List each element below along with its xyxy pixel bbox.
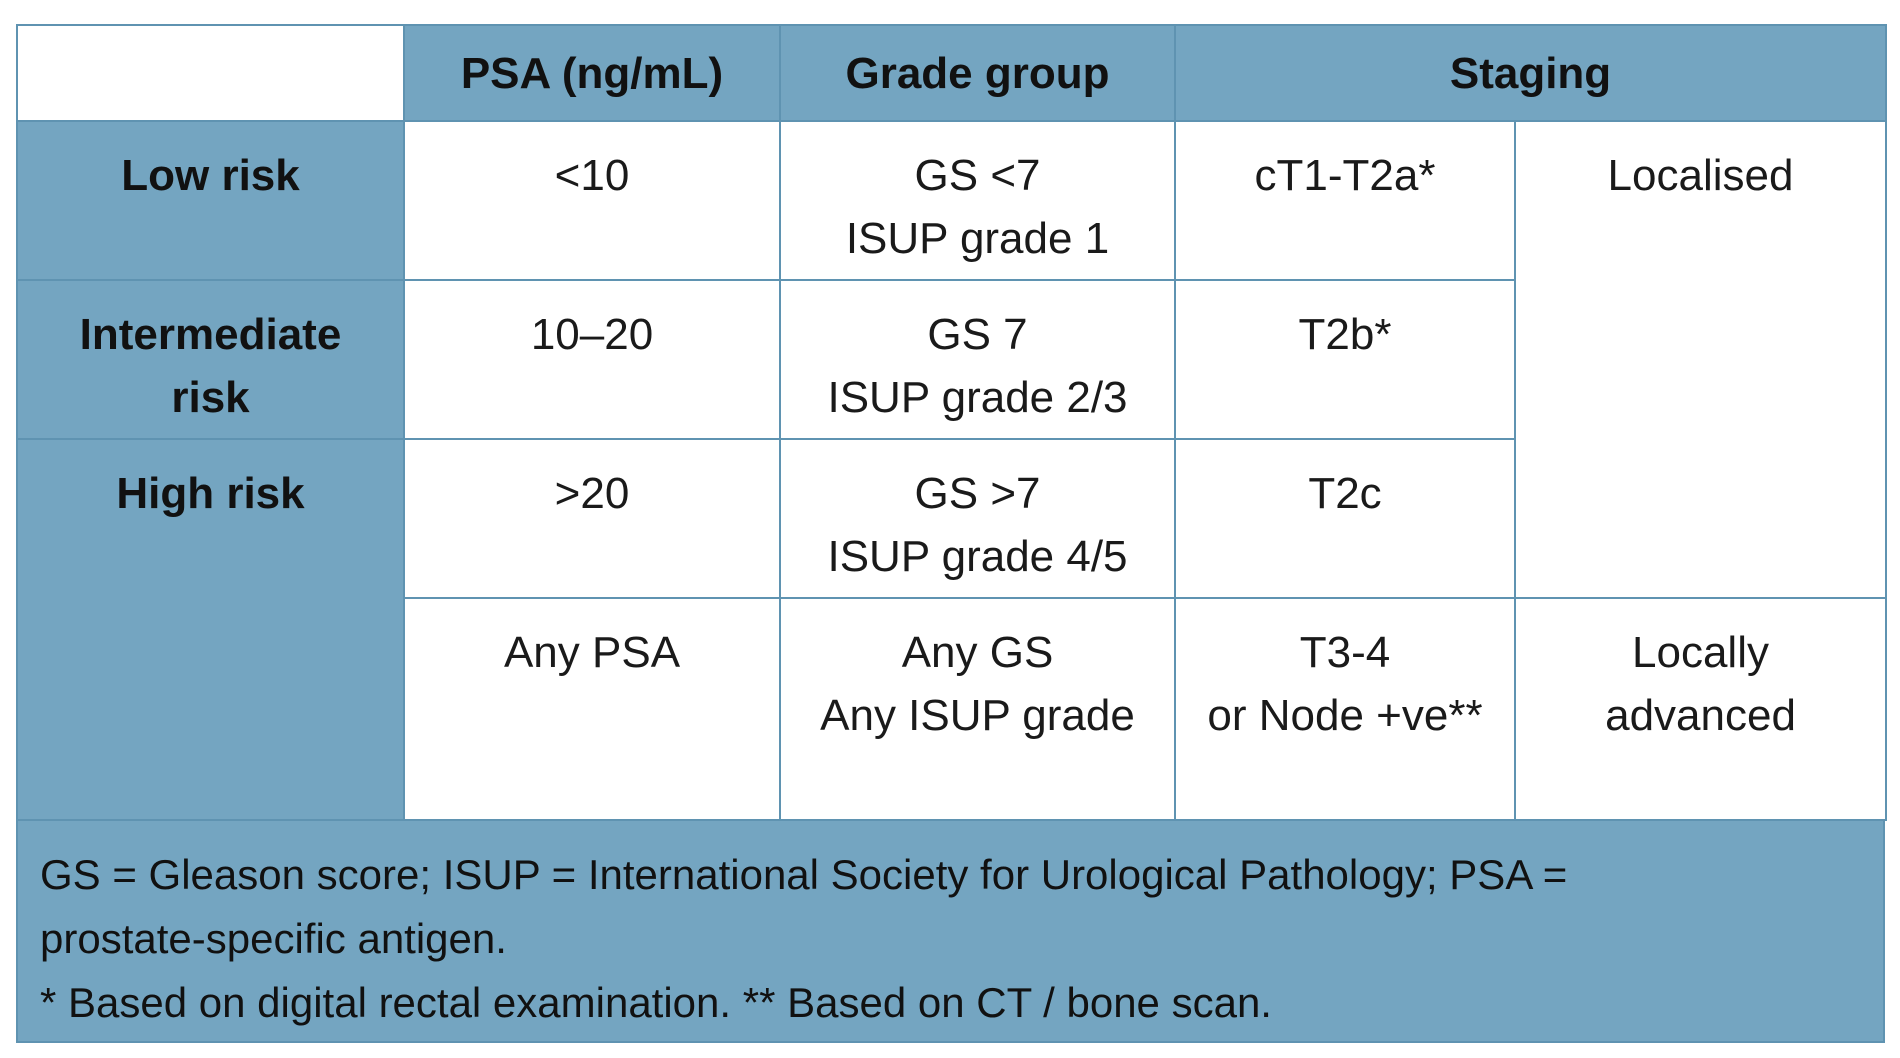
row-header-intermediate-risk: Intermediate risk: [16, 279, 405, 440]
table-row-low-risk: Low risk <10 GS <7 ISUP grade 1 cT1-T2a*…: [16, 120, 1888, 599]
cell-psa-high: >20: [403, 438, 781, 599]
cell-text: ISUP grade 4/5: [827, 532, 1128, 581]
row-header-high-risk: High risk: [16, 438, 405, 821]
cell-text: Any PSA: [503, 628, 681, 677]
footnote-abbreviations-continued: prostate-specific antigen.: [40, 915, 507, 962]
cell-stage-intermediate: T2b*: [1174, 279, 1516, 440]
cell-text: Any GS: [901, 628, 1054, 677]
row-header-text: Intermediate: [79, 310, 342, 359]
cell-grade-low: GS <7 ISUP grade 1: [779, 120, 1176, 281]
cell-text: T3-4: [1299, 628, 1391, 677]
cell-text: ISUP grade 1: [845, 214, 1110, 263]
header-grade-group: Grade group: [779, 24, 1176, 122]
cell-stage-advanced: T3-4 or Node +ve**: [1174, 597, 1516, 821]
cell-text: Locally: [1632, 628, 1769, 677]
risk-classification-table-container: PSA (ng/mL) Grade group Staging Low risk…: [16, 24, 1888, 1043]
cell-text: GS >7: [914, 469, 1041, 518]
cell-grade-high: GS >7 ISUP grade 4/5: [779, 438, 1176, 599]
cell-text: GS 7: [927, 310, 1028, 359]
cell-stage-low: cT1-T2a*: [1174, 120, 1516, 281]
table-row-intermediate-risk: Intermediate risk 10–20 GS 7 ISUP grade …: [16, 279, 1886, 440]
cell-stage-high: T2c: [1174, 438, 1516, 599]
cell-grade-intermediate: GS 7 ISUP grade 2/3: [779, 279, 1176, 440]
cell-text: or Node +ve**: [1207, 691, 1483, 740]
row-header-text: Low risk: [121, 151, 300, 200]
row-header-text: High risk: [116, 469, 305, 518]
cell-text: Localised: [1607, 151, 1794, 200]
cell-text: T2c: [1308, 469, 1382, 518]
cell-text: ISUP grade 2/3: [827, 373, 1128, 422]
cell-text: <10: [554, 151, 630, 200]
header-corner: [16, 24, 405, 122]
footnote-staging-basis: * Based on digital rectal examination. *…: [40, 979, 1272, 1026]
header-staging: Staging: [1173, 24, 1888, 122]
cell-text: >20: [554, 469, 630, 518]
risk-classification-table: PSA (ng/mL) Grade group Staging Low risk…: [16, 24, 1888, 821]
cell-extent-localised: Localised: [1513, 120, 1888, 599]
header-row: PSA (ng/mL) Grade group Staging: [16, 24, 1888, 122]
cell-text: T2b*: [1298, 310, 1392, 359]
cell-text: cT1-T2a*: [1254, 151, 1436, 200]
cell-extent-locally-advanced: Locally advanced: [1513, 597, 1888, 821]
table-row-high-risk: High risk >20 GS >7 ISUP grade 4/5 T2c: [16, 438, 1886, 821]
cell-text: Any ISUP grade: [820, 691, 1135, 740]
cell-psa-any: Any PSA: [403, 597, 781, 821]
cell-psa-low: <10: [403, 120, 781, 281]
cell-psa-intermediate: 10–20: [403, 279, 781, 440]
footnote-abbreviations: GS = Gleason score; ISUP = International…: [40, 851, 1568, 898]
cell-text: GS <7: [914, 151, 1041, 200]
table-footnotes: GS = Gleason score; ISUP = International…: [16, 821, 1885, 1043]
row-header-low-risk: Low risk: [16, 120, 405, 281]
row-header-text: risk: [171, 373, 250, 422]
table-row-high-risk-advanced: Any PSA Any GS Any ISUP grade T3-4 or No…: [17, 597, 1888, 821]
header-psa: PSA (ng/mL): [403, 24, 781, 122]
cell-text: 10–20: [530, 310, 654, 359]
cell-grade-any: Any GS Any ISUP grade: [779, 597, 1176, 821]
cell-text: advanced: [1605, 691, 1796, 740]
